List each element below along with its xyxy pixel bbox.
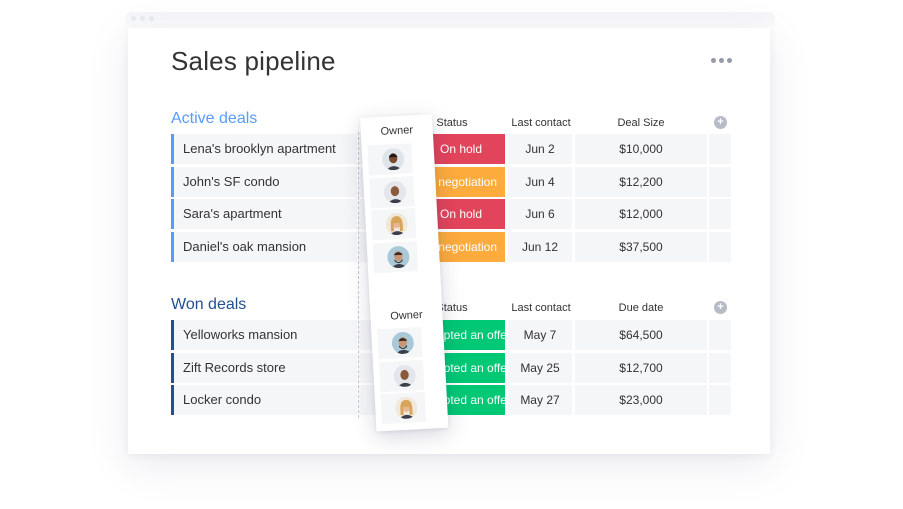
item-name: Sara's apartment [183,206,282,221]
empty-cell [709,166,731,197]
status-label: In negotiation [424,239,498,254]
item-name: Lena's brooklyn apartment [183,141,336,156]
item-name-cell[interactable]: John's SF condo [171,166,357,197]
column-header-owner: Owner [380,124,414,138]
empty-cell [709,385,731,415]
item-name: Daniel's oak mansion [183,238,307,254]
column-drop-outline [358,132,359,418]
empty-cell [709,231,731,262]
man-bald-avatar[interactable] [393,363,417,387]
item-name-cell[interactable]: Locker condo [171,385,357,415]
date-cell[interactable]: May 25 [508,352,572,383]
empty-cell [709,320,731,350]
item-name: Yelloworks mansion [183,327,298,342]
date-cell[interactable]: May 7 [508,320,572,350]
empty-cell [709,134,731,164]
item-name-cell[interactable]: Yelloworks mansion [171,320,357,350]
item-name: Locker condo [183,392,262,407]
date-value: May 25 [520,360,560,375]
date-value: May 7 [523,328,557,342]
owner-slot[interactable] [367,143,414,176]
amount-value: $64,500 [619,328,663,342]
owner-slot[interactable] [370,208,417,241]
column-header-status[interactable]: Status [436,302,468,314]
empty-cell [709,352,731,383]
item-name-cell[interactable]: Daniel's oak mansion [171,231,357,262]
owner-slot[interactable] [369,175,415,208]
woman-blonde-avatar[interactable] [394,396,418,420]
group-color-bar [171,199,174,229]
date-value: Jun 12 [521,239,559,254]
column-header-deal-size[interactable]: Deal Size [617,117,665,129]
group-color-bar [171,385,174,415]
table-row[interactable]: Lena's brooklyn apartment On hold Jun 2 $10… [171,134,731,164]
column-header-status[interactable]: Status [436,117,468,129]
window-top-bar [125,12,775,26]
table-row[interactable]: Daniel's oak mansion In negotiation Jun 12… [171,231,731,262]
date-value: Jun 4 [525,174,555,189]
table-row[interactable]: Sara's apartment On hold Jun 6 $12,000 [171,199,731,229]
column-header-owner: Owner [389,308,423,323]
man-beard-avatar[interactable] [391,331,415,355]
status-label: In negotiation [424,174,498,189]
table-row[interactable]: Zift Records store Accepted an offer May 2… [171,352,731,383]
item-name-cell[interactable]: Sara's apartment [171,199,357,229]
group-color-bar [171,352,174,383]
amount-cell[interactable]: $10,000 [575,134,707,164]
date-cell[interactable]: Jun 2 [508,134,572,164]
amount-cell[interactable]: $12,000 [575,199,707,229]
column-header-due-date[interactable]: Due date [618,302,664,314]
item-name-cell[interactable]: Lena's brooklyn apartment [171,134,357,164]
date-value: Jun 2 [525,142,555,156]
empty-cell [709,199,731,229]
status-label: On hold [439,142,483,156]
dragged-owner-column[interactable]: Owner Owner [360,114,449,432]
amount-cell[interactable]: $37,500 [575,231,707,262]
group-color-bar [171,134,174,164]
amount-value: $23,000 [619,393,663,407]
date-cell[interactable]: Jun 4 [508,166,572,197]
column-header-last-contact[interactable]: Last contact [511,117,571,129]
board-title: Sales pipeline [171,46,336,76]
owner-slot[interactable] [372,240,419,273]
add-column-icon[interactable]: + [714,301,727,314]
amount-value: $12,000 [619,207,663,221]
amount-value: $12,700 [619,360,663,375]
date-value: May 27 [520,393,560,407]
group-title-active-deals[interactable]: Active deals [171,110,258,127]
amount-cell[interactable]: $23,000 [575,385,707,415]
amount-cell[interactable]: $12,200 [575,166,707,197]
item-name: Zift Records store [183,359,286,375]
amount-value: $12,200 [619,174,663,189]
woman-blonde-avatar[interactable] [385,212,409,236]
man-dark-avatar[interactable] [381,147,405,171]
date-cell[interactable]: Jun 12 [508,231,572,262]
item-name-cell[interactable]: Zift Records store [171,352,357,383]
group-title-won-deals[interactable]: Won deals [171,296,247,313]
man-bald-avatar[interactable] [383,180,407,204]
table-row[interactable]: Locker condo Accepted an offer May 27 $23,0… [171,385,731,415]
item-name: John's SF condo [183,173,280,189]
more-horizontal-icon[interactable] [711,58,732,63]
amount-cell[interactable]: $64,500 [575,320,707,350]
column-header-last-contact[interactable]: Last contact [511,302,571,314]
amount-value: $37,500 [619,239,663,254]
amount-cell[interactable]: $12,700 [575,352,707,383]
date-cell[interactable]: May 27 [508,385,572,415]
owner-slot[interactable] [378,359,425,392]
date-value: Jun 6 [525,207,555,221]
man-beard-avatar[interactable] [386,245,410,269]
owner-slot[interactable] [377,326,423,360]
add-column-icon[interactable]: + [714,116,727,129]
window-controls [131,16,154,21]
table-row[interactable]: Yelloworks mansion Accepted an offer May 7… [171,320,731,350]
owner-slot[interactable] [380,391,427,425]
group-color-bar [171,231,174,262]
table-row[interactable]: John's SF condo In negotiation Jun 4 $12,20… [171,166,731,197]
group-color-bar [171,166,174,197]
amount-value: $10,000 [619,142,663,156]
date-cell[interactable]: Jun 6 [508,199,572,229]
status-label: On hold [439,207,483,221]
group-color-bar [171,320,174,350]
